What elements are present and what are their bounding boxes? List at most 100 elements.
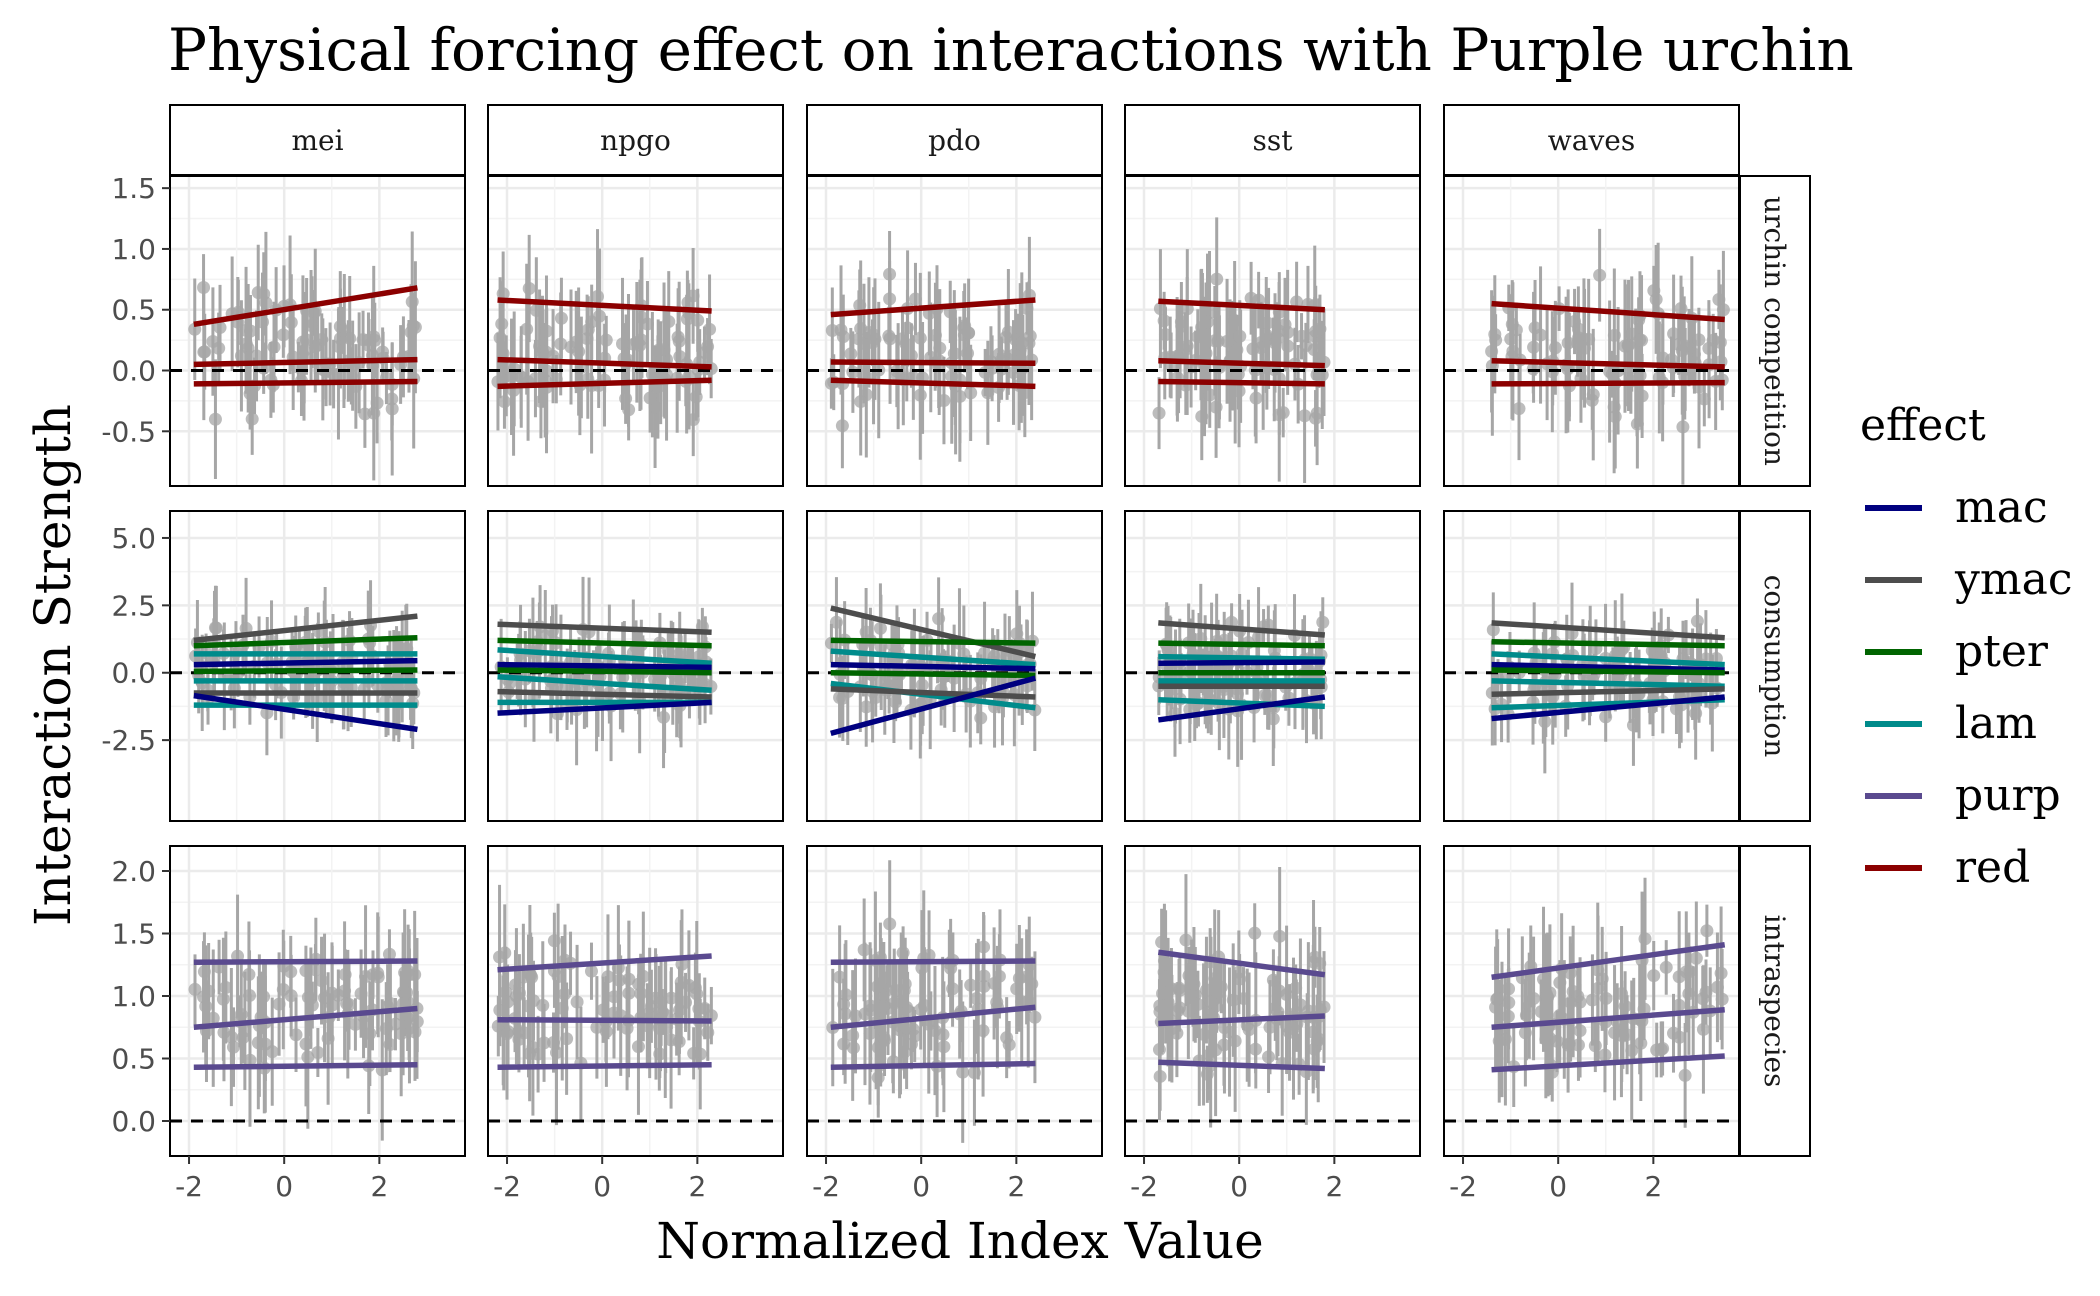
panel-consumption-mei	[169, 510, 466, 822]
data-point	[1486, 623, 1500, 637]
y-axis-title: Interaction Strength	[24, 404, 82, 926]
trend-line-mac	[1157, 694, 1326, 723]
x-tick-label: 2	[1007, 1170, 1025, 1203]
trend-line-ymac	[497, 621, 712, 636]
trend-line-pter	[497, 637, 712, 649]
data-point	[1634, 1036, 1648, 1050]
panel-border	[487, 845, 784, 1157]
data-point	[1588, 1039, 1602, 1053]
data-point	[514, 370, 528, 384]
strip-box	[487, 104, 784, 176]
data-point	[367, 406, 381, 420]
data-point	[1203, 388, 1217, 402]
data-point	[871, 1071, 885, 1085]
data-point	[622, 986, 636, 1000]
data-points	[1489, 877, 1729, 1128]
data-point	[859, 700, 873, 714]
trend-line-ymac	[1491, 686, 1725, 698]
data-point	[857, 943, 871, 957]
trend-line-lam	[1158, 696, 1325, 710]
data-point	[944, 961, 958, 975]
trend-line-mac	[497, 661, 712, 671]
data-point	[1566, 984, 1580, 998]
data-point	[622, 403, 636, 417]
trend-line-red	[1491, 379, 1725, 387]
trend-line-purp	[1158, 1013, 1325, 1027]
data-point	[632, 977, 646, 991]
data-point	[915, 961, 929, 975]
data-point	[691, 313, 705, 327]
data-point	[1158, 328, 1172, 342]
data-point	[1281, 339, 1295, 353]
panel-consumption-sst	[1124, 510, 1421, 822]
trend-line-lam	[1491, 678, 1725, 689]
data-point	[209, 621, 223, 635]
data-point	[1179, 933, 1193, 947]
data-point	[1173, 983, 1187, 997]
data-point	[599, 1024, 613, 1038]
x-tick-label: 0	[275, 1170, 293, 1203]
data-point	[267, 340, 281, 354]
trend-line-purp	[193, 958, 418, 965]
trend-line-purp	[830, 1060, 1036, 1070]
data-point	[301, 1050, 315, 1064]
data-point	[1678, 1068, 1692, 1082]
data-point	[554, 337, 568, 351]
data-point	[1204, 995, 1218, 1009]
trend-line-red	[1491, 300, 1725, 323]
row-strip-label: consumption	[1758, 575, 1791, 758]
data-point	[495, 317, 509, 331]
data-point	[344, 369, 358, 383]
y-tick-label: 0.5	[111, 1043, 156, 1076]
data-point	[206, 335, 220, 349]
trend-line-purp	[1491, 1007, 1725, 1030]
strip-label: pdo	[928, 124, 981, 157]
strip-label: npgo	[600, 124, 671, 157]
data-point	[1659, 960, 1673, 974]
strip-label: sst	[1253, 124, 1294, 157]
data-point	[493, 950, 507, 964]
trend-line-red	[830, 359, 1036, 366]
data-point	[549, 1046, 563, 1060]
trend-line-mac	[1158, 659, 1325, 667]
trend-line-purp	[830, 958, 1036, 965]
data-point	[829, 615, 843, 629]
data-point	[1007, 348, 1021, 362]
data-point	[970, 991, 984, 1005]
data-points	[1152, 867, 1331, 1128]
legend-item-pter: pter	[1865, 626, 2049, 677]
data-point	[1228, 1034, 1242, 1048]
data-point	[354, 987, 368, 1001]
row-strip-label: urchin competition	[1758, 196, 1791, 466]
data-point	[631, 1040, 645, 1054]
data-point	[974, 711, 988, 725]
data-points	[1485, 582, 1724, 774]
data-point	[206, 1011, 220, 1025]
strip-box	[1124, 104, 1421, 176]
trend-line-ymac	[1158, 620, 1326, 638]
data-point	[654, 995, 668, 1009]
data-point	[664, 1033, 678, 1047]
trend-line-red	[830, 297, 1036, 318]
data-point	[216, 992, 230, 1006]
data-point	[1217, 1021, 1231, 1035]
trend-line-pter	[830, 669, 1036, 679]
trend-line-purp	[1158, 1059, 1325, 1072]
data-point	[1696, 992, 1710, 1006]
data-point	[1175, 319, 1189, 333]
trend-line-purp	[497, 1017, 712, 1024]
x-tick-label: 0	[1230, 1170, 1248, 1203]
row-strip-intraspecies: intraspecies	[1739, 845, 1811, 1157]
y-tick-label: 5.0	[111, 522, 156, 555]
row-strip-urchin-competition: urchin competition	[1739, 175, 1811, 487]
data-point	[382, 947, 396, 961]
x-tick-label: -2	[493, 1170, 521, 1203]
data-point	[1702, 341, 1716, 355]
data-point	[825, 324, 839, 338]
data-point	[1266, 712, 1280, 726]
data-point	[560, 1032, 574, 1046]
data-point	[342, 997, 356, 1011]
row-strip-box	[1739, 175, 1811, 487]
data-point	[1259, 328, 1273, 342]
panel-urchin-competition-npgo	[487, 175, 784, 487]
